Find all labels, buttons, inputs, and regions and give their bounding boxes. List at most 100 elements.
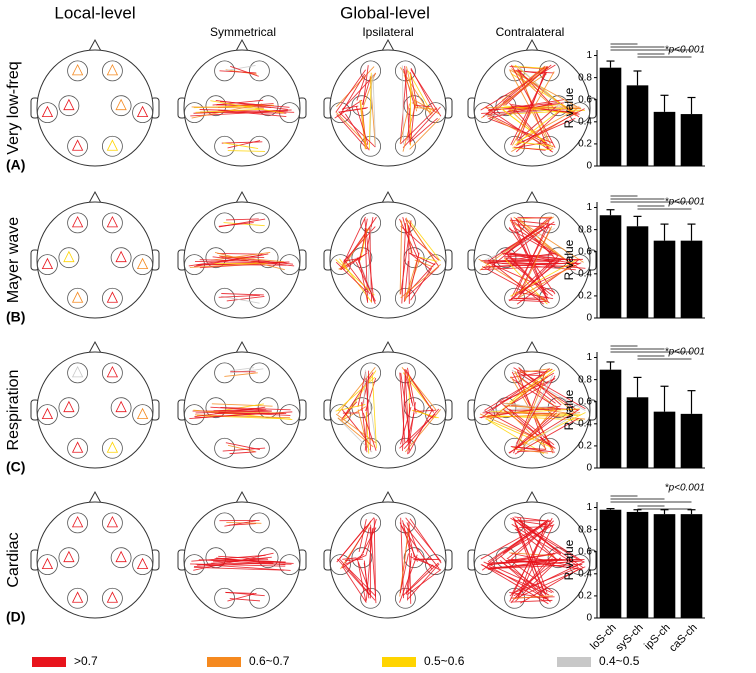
connection [510, 105, 577, 113]
connection [344, 564, 376, 597]
connection [488, 559, 557, 570]
row-tag: (B) [6, 309, 25, 325]
connection [356, 558, 372, 595]
row-label: Very low-freq [5, 61, 22, 154]
bar [626, 511, 649, 618]
connection [509, 413, 561, 454]
connection [224, 520, 256, 527]
connection [511, 71, 555, 146]
bar [599, 67, 622, 166]
electrode-cluster [102, 287, 123, 309]
connection [226, 218, 259, 221]
connection [355, 261, 376, 302]
connection [510, 552, 555, 604]
local-link [71, 365, 84, 378]
bar [680, 240, 703, 318]
connection [402, 217, 413, 254]
local-link [106, 139, 119, 151]
connection [218, 255, 284, 263]
connection [362, 412, 377, 451]
head [323, 38, 453, 167]
connection [502, 520, 548, 554]
connection [514, 108, 562, 146]
connection [518, 520, 585, 563]
row-tag: (C) [6, 459, 25, 475]
connection [358, 519, 367, 553]
connection [508, 558, 585, 561]
local-link [41, 407, 54, 420]
electrode-cluster [67, 362, 88, 384]
connection [221, 293, 264, 296]
connection [514, 70, 555, 74]
nose [525, 190, 539, 204]
connection [406, 569, 442, 595]
connection [188, 254, 264, 267]
connection [360, 100, 367, 150]
electrode-cluster [214, 362, 236, 384]
connection [509, 408, 561, 411]
connection [409, 252, 431, 270]
legend-swatch [207, 657, 241, 667]
electrode-cluster [37, 102, 58, 124]
connection [335, 259, 375, 296]
y-axis-label: R value [562, 539, 576, 580]
local-link [71, 139, 84, 151]
connection [508, 299, 547, 303]
electrode-cluster [102, 362, 123, 384]
connection [502, 408, 556, 449]
connection [516, 68, 553, 106]
electrode-cluster [102, 437, 123, 459]
x-tick-label: syS-ch [613, 622, 645, 654]
connection [215, 100, 288, 110]
electrode-cluster [248, 362, 270, 384]
legend-swatch [557, 657, 591, 667]
connection [517, 65, 565, 110]
connection [512, 446, 547, 450]
electrode-cluster [102, 512, 123, 534]
nose [88, 190, 102, 204]
connection [505, 66, 549, 106]
connection [224, 372, 258, 377]
connection [506, 252, 549, 296]
connection [225, 442, 260, 451]
local-link [115, 550, 127, 563]
connection [414, 99, 440, 115]
electrode-cluster [248, 60, 270, 82]
local-link [41, 257, 54, 270]
connection [365, 373, 377, 443]
connection [356, 75, 366, 101]
y-tick-label: 0 [586, 463, 592, 474]
connection [336, 525, 367, 563]
connection [221, 141, 263, 144]
connection [409, 117, 438, 143]
connection [230, 65, 259, 77]
connection [516, 520, 548, 599]
nose [381, 340, 395, 354]
connection [487, 115, 554, 150]
electrode-cluster [132, 254, 153, 276]
connection [410, 267, 433, 301]
local-link [41, 557, 54, 570]
connection [339, 559, 376, 601]
connection [219, 70, 257, 74]
bar [626, 397, 649, 468]
electrode-cluster [248, 437, 270, 459]
head [30, 340, 160, 469]
bar [680, 514, 703, 618]
y-tick-label: 0.2 [578, 291, 592, 302]
annotation: *p<0.001 [665, 483, 705, 494]
y-tick-label: 0.8 [578, 72, 592, 83]
bar [653, 514, 676, 618]
connection [410, 72, 419, 109]
connection [193, 552, 274, 571]
y-tick-label: 0.4 [578, 418, 592, 429]
connection [518, 141, 547, 148]
electrode-cluster [360, 287, 382, 309]
connection [364, 218, 375, 302]
electrode-cluster [102, 212, 123, 234]
connection [407, 563, 440, 600]
connection [335, 69, 367, 113]
head [323, 490, 453, 619]
connection [517, 66, 548, 145]
nose [525, 490, 539, 504]
